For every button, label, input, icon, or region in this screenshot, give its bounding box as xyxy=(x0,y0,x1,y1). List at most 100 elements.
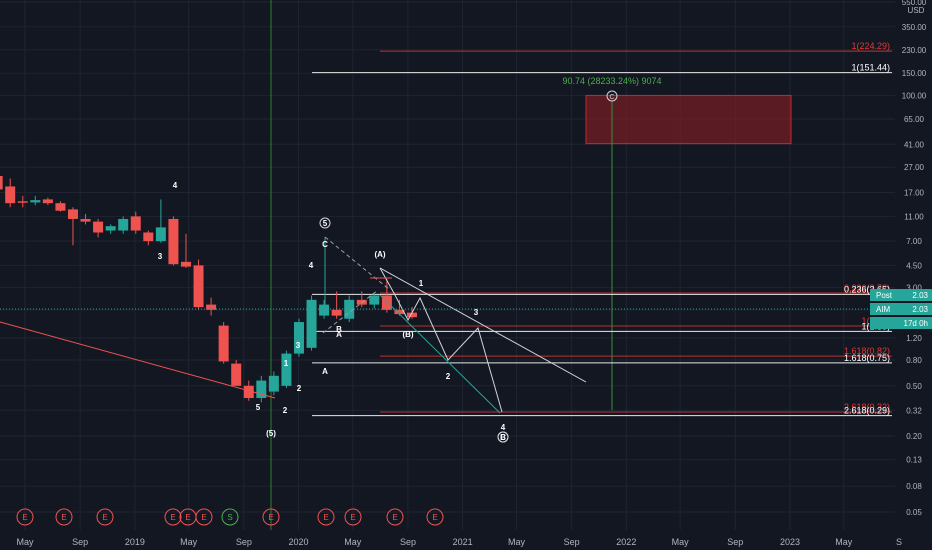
price-badge xyxy=(870,303,932,315)
x-tick-label: May xyxy=(180,537,198,547)
candle-body xyxy=(80,218,91,222)
y-tick-label: 11.00 xyxy=(904,212,924,221)
y-tick-label: 350.00 xyxy=(902,23,927,32)
wave-label: 2 xyxy=(297,384,302,393)
candle-body xyxy=(143,232,154,242)
earnings-marker-label: S xyxy=(227,513,232,522)
y-tick-label: 3.00 xyxy=(906,284,922,293)
y-tick-label: 4.50 xyxy=(906,261,922,270)
earnings-marker-label: E xyxy=(201,513,206,522)
red-trendline xyxy=(0,321,276,399)
y-tick-label: 65.00 xyxy=(904,115,925,124)
candle-body xyxy=(344,299,355,319)
candles xyxy=(0,175,417,403)
earnings-marker-label: E xyxy=(170,513,175,522)
y-tick-label: 0.20 xyxy=(906,432,922,441)
candle-body xyxy=(118,218,129,231)
time-axis[interactable]: May Sep 2019 May Sep 2020 May Sep 2021 May Sep 2022… xyxy=(0,530,932,550)
wave-label: 4 xyxy=(309,261,314,270)
y-tick-label: 0.32 xyxy=(906,406,922,415)
earnings-marker-label: E xyxy=(61,513,66,522)
candle-body xyxy=(130,216,141,231)
price-badge-value: 2.03 xyxy=(912,291,928,300)
fib-level-label: 1.618(0.75) xyxy=(844,353,890,363)
y-tick-label: 0.08 xyxy=(906,482,922,491)
y-tick-label: 0.80 xyxy=(906,356,922,365)
wave-label: A xyxy=(336,330,342,339)
earnings-marker xyxy=(221,508,239,526)
candle-body xyxy=(319,304,330,316)
wave-label: B xyxy=(336,325,342,334)
x-tick-label: May xyxy=(508,537,526,547)
wave-label: 5 xyxy=(323,219,328,228)
earnings-marker xyxy=(344,508,362,526)
currency-label: USD xyxy=(908,6,925,15)
y-tick-label: 150.00 xyxy=(902,69,927,78)
wave-label: (A) xyxy=(374,250,385,259)
wave-label: 3 xyxy=(474,308,479,317)
projection-green xyxy=(379,294,501,414)
wave-c-circle xyxy=(606,90,618,102)
triangle-lower-dashed xyxy=(322,289,379,334)
wave-label: C xyxy=(500,433,506,442)
wave-label: 3 xyxy=(296,341,301,350)
earnings-marker xyxy=(55,508,73,526)
x-tick-label: May xyxy=(835,537,853,547)
y-tick-label: 0.50 xyxy=(906,382,922,391)
earnings-marker-label: E xyxy=(268,513,273,522)
annotations-under xyxy=(270,0,892,530)
earnings-marker-label: E xyxy=(392,513,397,522)
candle-body xyxy=(331,309,342,316)
earnings-marker-label: E xyxy=(432,513,437,522)
candle-body xyxy=(293,322,304,354)
wave-label-circle xyxy=(319,217,331,229)
wave-c-label: C xyxy=(609,94,614,101)
candle-body xyxy=(5,186,16,204)
x-tick-label: 2021 xyxy=(453,537,473,547)
fib-level-label: 2.618(0.29) xyxy=(844,406,890,416)
wave-label: 2 xyxy=(446,372,451,381)
candle-body xyxy=(67,209,78,219)
earnings-marker-label: E xyxy=(323,513,328,522)
earnings-marker xyxy=(317,508,335,526)
time-axis-bg xyxy=(0,530,932,550)
fib-level-label: 2.618(0.32) xyxy=(844,402,890,412)
candle-body xyxy=(394,309,405,315)
earnings-marker-label: E xyxy=(350,513,355,522)
wave-label: 4 xyxy=(501,423,506,432)
price-badge-label: Post xyxy=(876,291,893,300)
earnings-marker-label: E xyxy=(185,513,190,522)
earnings-marker xyxy=(164,508,182,526)
x-tick-label: May xyxy=(16,537,34,547)
wave-label: A xyxy=(322,367,328,376)
fib-level-label: 1.618(0.82) xyxy=(844,346,890,356)
candle-body xyxy=(180,261,191,267)
price-badge xyxy=(870,317,932,329)
wave-label: 1 xyxy=(419,279,424,288)
y-tick-label: 230.00 xyxy=(902,46,927,55)
y-tick-label: 17.00 xyxy=(904,189,925,198)
candle-body xyxy=(256,380,267,399)
price-badge xyxy=(870,289,932,301)
annotations: 1(224.29) 1(151.44) 0.236(2.72)0.236(2.65)… xyxy=(0,41,890,526)
x-tick-label: Sep xyxy=(564,537,580,547)
earnings-marker xyxy=(262,508,280,526)
candle-body xyxy=(369,295,380,305)
candle-body xyxy=(155,227,166,242)
earnings-marker xyxy=(96,508,114,526)
candle-body xyxy=(42,199,53,204)
y-tick-label: 27.00 xyxy=(904,163,925,172)
earnings-marker-label: E xyxy=(22,513,27,522)
price-axis[interactable]: USD 550.00 350.00 230.00 150.00 100.00 65.00 4… xyxy=(895,0,932,530)
candle-body xyxy=(55,203,66,211)
y-tick-label: 0.05 xyxy=(906,508,922,517)
projection-path xyxy=(379,267,503,413)
candle-body xyxy=(93,221,104,233)
earnings-marker xyxy=(195,508,213,526)
x-tick-label: 2023 xyxy=(780,537,800,547)
wave-label: 1 xyxy=(284,359,289,368)
candle-body xyxy=(268,375,279,392)
candle-body xyxy=(0,175,3,190)
wave-label: (B) xyxy=(402,330,413,339)
